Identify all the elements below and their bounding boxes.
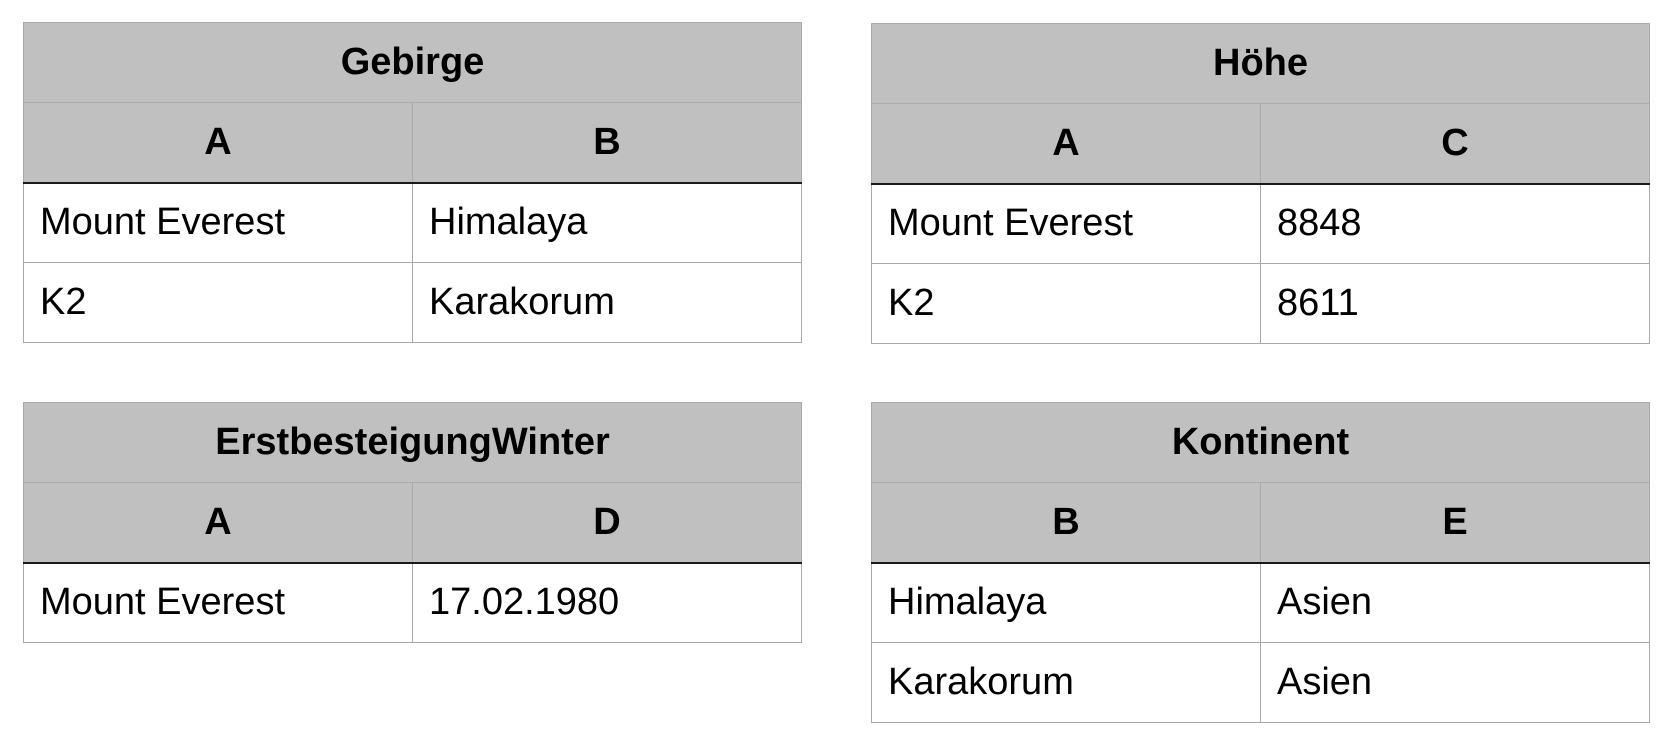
table-hoehe: Höhe A C Mount Everest 8848 K2 8611 xyxy=(871,23,1650,344)
table-row: Mount Everest Himalaya xyxy=(23,182,803,263)
column-header: A xyxy=(23,102,413,184)
table-cell: K2 xyxy=(871,263,1261,344)
table-row: Mount Everest 8848 xyxy=(871,183,1650,264)
table-row: Mount Everest 17.02.1980 xyxy=(23,562,803,643)
table-cell: 8611 xyxy=(1260,263,1650,344)
table-row: Karakorum Asien xyxy=(871,642,1651,723)
table-cell: Asien xyxy=(1259,562,1651,643)
table-title: Kontinent xyxy=(870,402,1651,483)
table-row: K2 8611 xyxy=(871,263,1650,344)
table-cell: Mount Everest xyxy=(23,562,413,643)
column-header: C xyxy=(1260,103,1650,185)
table-cell: Karakorum xyxy=(411,262,803,343)
table-title: ErstbesteigungWinter xyxy=(22,402,803,483)
table-cell: 8848 xyxy=(1260,183,1650,264)
table-cell: Himalaya xyxy=(411,182,803,263)
table-cell: Mount Everest xyxy=(23,182,413,263)
table-erstbesteigung-winter: ErstbesteigungWinter A D Mount Everest 1… xyxy=(22,402,803,643)
column-header: D xyxy=(411,482,803,564)
column-header: A xyxy=(871,103,1261,185)
table-title: Höhe xyxy=(871,23,1650,104)
table-cell: Karakorum xyxy=(871,642,1261,723)
table-gebirge: Gebirge A B Mount Everest Himalaya K2 Ka… xyxy=(22,22,803,343)
column-header: B xyxy=(871,482,1261,564)
column-header: A xyxy=(23,482,413,564)
table-cell: Mount Everest xyxy=(871,183,1261,264)
table-row: Himalaya Asien xyxy=(871,562,1651,643)
column-header: E xyxy=(1259,482,1651,564)
table-cell: K2 xyxy=(23,262,413,343)
table-row: K2 Karakorum xyxy=(23,262,803,343)
table-cell: Asien xyxy=(1259,642,1651,723)
table-kontinent: Kontinent B E Himalaya Asien Karakorum A… xyxy=(870,402,1651,723)
table-cell: Himalaya xyxy=(871,562,1261,643)
column-header: B xyxy=(411,102,803,184)
table-title: Gebirge xyxy=(22,22,803,103)
table-cell: 17.02.1980 xyxy=(411,562,803,643)
